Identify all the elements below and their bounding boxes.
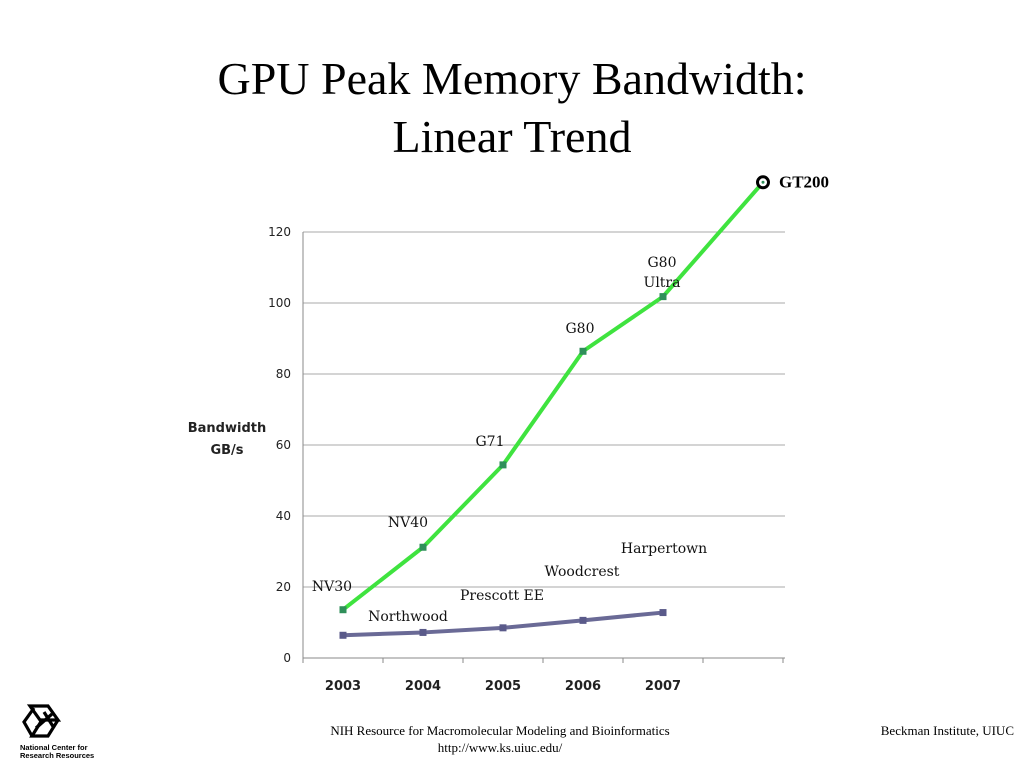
data-point-2-2003 [339, 631, 347, 639]
data-point-2-2004 [419, 628, 427, 636]
x-tick-label-2006: 2006 [565, 679, 601, 694]
point-label-g80-ultra-line-1: G80 [648, 255, 677, 271]
y-tick-label-60: 60 [276, 438, 291, 452]
point-label-g71: G71 [476, 434, 505, 450]
point-label-g80: G80 [566, 321, 595, 337]
data-point-2-2005 [499, 624, 507, 632]
title-line-1: GPU Peak Memory Bandwidth: [217, 53, 807, 104]
footer-institute: Beckman Institute, UIUC [880, 723, 1014, 738]
gt200-label: GT200 [779, 172, 829, 191]
point-label-prescott-ee: Prescott EE [460, 588, 544, 604]
y-tick-label-20: 20 [276, 580, 291, 594]
point-label-northwood: Northwood [368, 609, 448, 625]
data-point-1-2007 [659, 293, 667, 301]
y-tick-label-40: 40 [276, 509, 291, 523]
y-tick-label-100: 100 [268, 296, 291, 310]
ncrr-logo: National Center for Research Resources [14, 700, 94, 760]
data-point-1-2004 [419, 543, 427, 551]
point-label-nv30: NV30 [312, 579, 352, 595]
point-label-woodcrest: Woodcrest [545, 564, 620, 580]
title-line-2: Linear Trend [392, 111, 632, 162]
y-axis-label-line-2: GB/s [210, 443, 243, 458]
point-label-g80-ultra-line-2: Ultra [644, 275, 681, 291]
x-tick-label-2007: 2007 [645, 679, 681, 694]
y-axis-label-line-1: Bandwidth [188, 421, 266, 436]
slide-title: GPU Peak Memory Bandwidth: Linear Trend [0, 50, 1024, 166]
footer-credit: NIH Resource for Macromolecular Modeling… [330, 723, 670, 738]
gt200-marker-center [761, 180, 765, 184]
logo-text-line-2: Research Resources [20, 751, 95, 760]
ncrr-logo-icon [22, 704, 62, 738]
x-tick-label-2004: 2004 [405, 679, 441, 694]
data-point-2-2006 [579, 616, 587, 624]
data-point-1-2003 [339, 606, 347, 614]
point-label-nv40: NV40 [388, 515, 428, 531]
y-tick-label-0: 0 [283, 651, 291, 665]
x-tick-label-2003: 2003 [325, 679, 361, 694]
x-tick-label-2005: 2005 [485, 679, 521, 694]
footer-url: http://www.ks.uiuc.edu/ [437, 740, 563, 755]
y-tick-label-120: 120 [268, 225, 291, 239]
series-line-1 [341, 180, 765, 612]
data-point-1-2005 [499, 461, 507, 469]
point-label-harpertown: Harpertown [621, 541, 707, 557]
logo-text-line-1: National Center for [20, 743, 88, 752]
y-tick-label-80: 80 [276, 367, 291, 381]
data-point-1-2006 [579, 347, 587, 355]
data-point-2-2007 [659, 609, 667, 617]
